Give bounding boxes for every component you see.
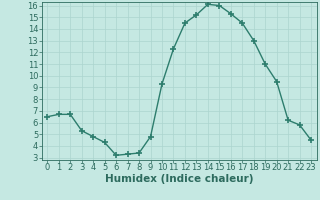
X-axis label: Humidex (Indice chaleur): Humidex (Indice chaleur) <box>105 174 253 184</box>
